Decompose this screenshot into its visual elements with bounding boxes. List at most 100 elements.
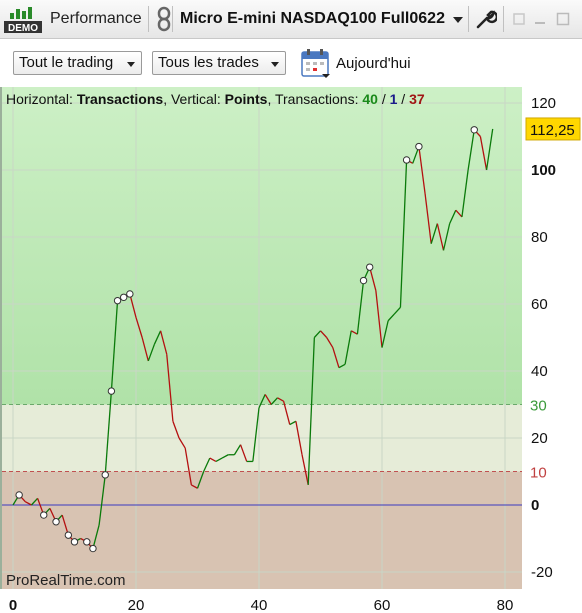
losing-trade-segment: [295, 421, 303, 455]
loss-zone: [2, 471, 522, 589]
winning-trade-segment: [98, 474, 106, 526]
watermark: ProRealTime.com: [6, 572, 125, 589]
winning-trade-segment: [485, 128, 494, 171]
winning-trade-segment: [356, 280, 365, 335]
profit-zone: [2, 87, 522, 405]
demo-badge-text: DEMO: [8, 23, 38, 33]
title-separator: [503, 6, 504, 32]
losing-trade-segment: [455, 209, 463, 218]
trade-marker: [89, 544, 97, 553]
y-axis-panel: [522, 87, 582, 613]
winning-trade-segment: [233, 444, 242, 456]
losing-trade-segment: [184, 447, 192, 486]
winning-trade-segment: [442, 223, 451, 251]
upper-threshold-label-bg: [527, 394, 551, 415]
losing-trade-segment: [326, 337, 334, 348]
restore-icon[interactable]: [512, 12, 526, 26]
winning-trade-segment: [393, 306, 401, 315]
losing-trade-segment: [191, 484, 198, 489]
y-tick-label: 100: [531, 162, 556, 179]
chevron-down-icon[interactable]: [453, 16, 463, 24]
y-tick-label: 20: [531, 430, 548, 447]
trade-marker: [470, 126, 478, 134]
last-value-label: 112,25: [530, 122, 575, 139]
title-separator: [468, 6, 469, 32]
losing-trade-segment: [24, 501, 32, 506]
losing-trade-segment: [479, 136, 488, 171]
x-tick-label: 80: [497, 597, 514, 613]
winning-trade-segment: [258, 394, 266, 409]
x-tick-label: 0: [9, 597, 17, 613]
link-icon[interactable]: [156, 6, 172, 32]
y-tick-label: 40: [531, 363, 548, 380]
trade-marker: [359, 276, 368, 285]
trade-marker: [415, 142, 423, 151]
losing-trade-segment: [301, 454, 309, 486]
winning-trade-segment: [30, 497, 39, 506]
panel-edge: [0, 87, 2, 613]
losing-trade-segment: [369, 266, 377, 291]
winning-trade-segment: [147, 343, 156, 362]
y-tick-label: 0: [531, 497, 539, 514]
date-selector-label[interactable]: Aujourd'hui: [336, 55, 411, 72]
losing-trade-segment: [159, 330, 168, 355]
losing-trade-segment: [135, 317, 143, 338]
chevron-down-icon: [271, 62, 279, 67]
info-vertical-prefix: , Vertical:: [163, 91, 224, 107]
trades-filter-label: Tous les trades: [158, 54, 259, 71]
losing-trade-segment: [264, 394, 272, 405]
winning-trade-segment: [387, 313, 395, 322]
winning-trade-segment: [270, 397, 278, 405]
losing-trade-segment: [332, 347, 340, 368]
losing-trade-segment: [129, 293, 137, 318]
x-axis-panel: [0, 589, 522, 613]
winning-trade-segment: [203, 457, 211, 472]
losing-trade-segment: [350, 330, 358, 335]
winning-trade-segment: [313, 330, 321, 338]
calendar-icon[interactable]: [300, 47, 332, 79]
x-tick-label: 40: [251, 597, 268, 613]
winning-trade-segment: [104, 391, 113, 475]
winning-trade-segment: [430, 223, 438, 244]
winning-trade-segment: [153, 330, 162, 345]
winning-trade-segment: [110, 300, 119, 392]
losing-trade-segment: [282, 400, 291, 425]
info-sep: /: [397, 91, 409, 107]
losing-trade-segment: [320, 330, 328, 338]
info-prefix: Horizontal:: [6, 91, 77, 107]
losing-trade-segment: [424, 193, 432, 244]
losing-trade-segment: [209, 457, 217, 463]
trade-marker: [107, 387, 116, 395]
chart-info-line: Horizontal: Transactions, Vertical: Poin…: [6, 91, 425, 107]
y-tick-label: 80: [531, 229, 548, 246]
info-vertical-value: Points: [225, 91, 268, 107]
equity-chart[interactable]: -20 0 20 40 60 80 100 120 0 20 40 60 80 30 10 112,25 Ho…: [0, 87, 582, 613]
info-neutral: 1: [390, 91, 398, 107]
x-tick-label: 60: [374, 597, 391, 613]
performance-label: Performance: [50, 10, 142, 27]
trade-marker: [126, 290, 134, 298]
info-wins: 40: [362, 91, 378, 107]
info-horizontal-value: Transactions: [77, 91, 164, 107]
trade-marker: [40, 511, 48, 519]
winning-trade-segment: [399, 159, 408, 308]
trading-filter-dropdown[interactable]: Tout le trading: [13, 51, 142, 75]
minimize-icon[interactable]: [533, 12, 547, 26]
winning-trade-segment: [467, 129, 475, 171]
info-transactions-prefix: , Transactions:: [267, 91, 362, 107]
losing-trade-segment: [239, 444, 248, 462]
trades-filter-dropdown[interactable]: Tous les trades: [152, 51, 286, 75]
title-bar: DEMO Performance Micro E-mini NASDAQ100 …: [0, 0, 582, 39]
winning-trade-segment: [307, 337, 315, 485]
winning-trade-segment: [92, 524, 100, 549]
y-tick-label: -20: [531, 564, 553, 581]
trade-marker: [366, 263, 374, 271]
trade-marker: [52, 518, 60, 526]
chevron-down-icon: [127, 62, 135, 67]
wrench-icon[interactable]: [475, 8, 497, 30]
instrument-selector[interactable]: Micro E-mini NASDAQ100 Full0622: [180, 10, 445, 27]
trade-marker: [402, 156, 411, 164]
winning-trade-segment: [461, 169, 469, 217]
maximize-icon[interactable]: [556, 12, 570, 26]
trade-marker: [120, 293, 128, 302]
